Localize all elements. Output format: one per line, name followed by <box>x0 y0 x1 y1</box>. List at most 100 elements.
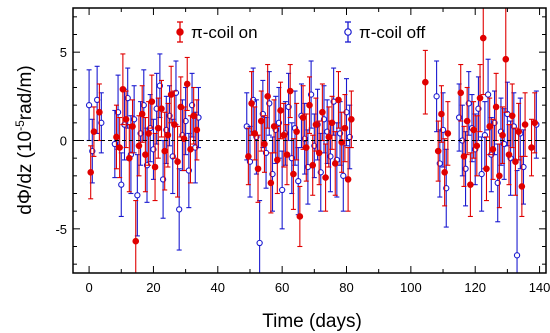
data-point <box>299 114 307 121</box>
data-point <box>145 130 152 137</box>
data-point <box>505 151 513 158</box>
data-point <box>142 151 149 158</box>
x-tick-label: 80 <box>339 280 353 295</box>
data-point <box>508 112 516 120</box>
data-point <box>492 103 500 111</box>
data-point <box>90 128 98 135</box>
data-point <box>161 147 169 155</box>
data-point <box>344 176 352 183</box>
data-point <box>322 174 329 181</box>
legend-item-on: π-coil on <box>176 21 258 43</box>
x-tick-label: 0 <box>85 280 92 295</box>
data-point <box>315 149 323 157</box>
data-point <box>245 153 252 160</box>
x-tick-label: 60 <box>275 280 289 295</box>
y-axis-label: dΦ/dz (10-5rad/m) <box>13 65 36 214</box>
data-point <box>438 110 445 118</box>
data-point <box>174 158 181 165</box>
legend-off-marker <box>344 28 352 36</box>
data-point <box>267 179 275 187</box>
x-tick-label: 20 <box>146 280 160 295</box>
x-tick-label: 100 <box>400 280 422 295</box>
data-point <box>264 93 271 100</box>
data-point <box>135 142 143 150</box>
data-point <box>499 131 506 139</box>
x-axis-label: Time (days) <box>262 311 362 332</box>
data-point <box>132 237 140 245</box>
series-coil-on <box>87 8 539 273</box>
data-point <box>158 105 165 112</box>
data-point <box>254 165 262 173</box>
data-point <box>283 151 291 158</box>
data-point <box>122 116 130 123</box>
data-point <box>280 131 288 139</box>
data-point <box>457 89 465 97</box>
legend-off-label: π-coil off <box>359 23 425 42</box>
data-point <box>528 144 535 151</box>
chart-marks <box>85 8 540 273</box>
y-tick-label: -5 <box>55 222 67 237</box>
legend: π-coil on π-coil off <box>176 21 425 43</box>
x-axis-ticks: 0 20 40 60 80 100 120 140 <box>85 8 550 295</box>
data-point <box>85 102 93 109</box>
data-point <box>187 146 194 153</box>
data-point <box>286 87 294 95</box>
data-point <box>274 156 281 164</box>
data-point <box>433 93 440 100</box>
data-point <box>96 108 103 116</box>
y-tick-label: 0 <box>60 134 67 149</box>
data-point <box>496 172 503 180</box>
data-point <box>531 119 539 127</box>
data-point <box>484 91 492 98</box>
data-point <box>515 128 522 135</box>
data-point <box>87 169 94 176</box>
data-point <box>176 206 183 213</box>
data-point <box>278 186 286 194</box>
data-point <box>331 160 339 167</box>
data-point <box>129 123 136 130</box>
y-axis-label-unit: rad/m) <box>15 65 36 120</box>
data-point <box>277 107 284 114</box>
data-point <box>126 154 133 162</box>
data-point <box>261 140 268 148</box>
data-point <box>312 121 320 128</box>
y-axis-label-exponent: -5 <box>13 120 27 131</box>
data-point <box>167 91 175 98</box>
data-point <box>521 121 529 128</box>
data-point <box>257 117 265 125</box>
data-point <box>248 100 255 107</box>
data-point <box>470 126 477 134</box>
legend-item-off: π-coil off <box>344 21 425 43</box>
data-point <box>309 161 317 169</box>
y-axis-ticks: 5 0 -5 <box>55 16 546 265</box>
data-point <box>348 116 355 123</box>
data-point <box>98 119 105 126</box>
legend-on-label: π-coil on <box>191 23 258 42</box>
y-axis-label-main: dΦ/dz (10 <box>15 131 36 215</box>
data-point <box>296 213 304 220</box>
data-point <box>444 130 452 137</box>
data-point <box>306 101 313 109</box>
data-point <box>164 131 172 139</box>
data-point <box>148 98 156 105</box>
data-point <box>340 172 347 179</box>
data-point <box>479 34 487 42</box>
data-point <box>434 147 442 155</box>
data-point <box>473 142 481 150</box>
data-point <box>290 170 297 178</box>
data-point <box>319 108 326 116</box>
data-point <box>293 128 300 135</box>
data-point <box>113 133 120 141</box>
y-tick-label: 5 <box>60 45 67 60</box>
data-point <box>441 169 448 176</box>
data-point <box>183 80 191 88</box>
x-tick-label: 120 <box>464 280 486 295</box>
data-point <box>295 177 302 185</box>
x-tick-label: 140 <box>529 280 550 295</box>
data-point <box>138 110 146 118</box>
data-point <box>502 55 510 63</box>
data-point <box>513 252 521 259</box>
data-point <box>518 183 526 190</box>
data-point <box>325 133 333 141</box>
